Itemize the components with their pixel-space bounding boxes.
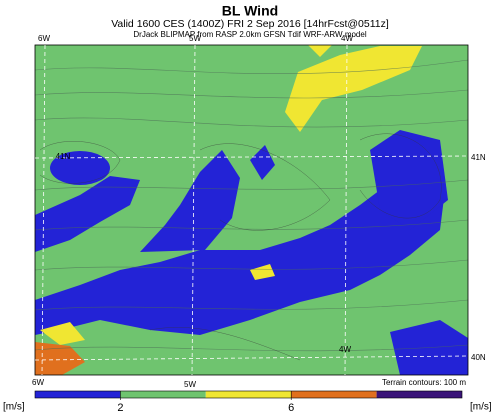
meridian bbox=[191, 44, 196, 376]
meridian bbox=[41, 44, 46, 376]
axis-label: 40N bbox=[471, 353, 486, 362]
wind-region bbox=[35, 140, 445, 335]
axis-label: 5W bbox=[184, 380, 196, 389]
contour-note: Terrain contours: 100 m bbox=[382, 378, 466, 387]
unit-label: [m/s] bbox=[3, 402, 25, 413]
axis-label: 5W bbox=[189, 34, 201, 43]
subtitle: Valid 1600 CES (1400Z) FRI 2 Sep 2016 [1… bbox=[111, 18, 389, 30]
meridian bbox=[344, 44, 348, 376]
colorbar-band bbox=[35, 391, 121, 398]
colorbar-band bbox=[205, 391, 292, 398]
wind-region bbox=[35, 176, 140, 252]
parallel bbox=[34, 155, 469, 159]
wind-region bbox=[250, 264, 275, 280]
wind-region bbox=[35, 342, 85, 375]
wind-region bbox=[308, 45, 332, 57]
colorbar-tick-label: 2 bbox=[117, 402, 123, 414]
wind-region bbox=[285, 46, 422, 132]
terrain-contours bbox=[39, 133, 442, 361]
title: BL Wind bbox=[222, 3, 278, 19]
axis-label: 6W bbox=[32, 378, 44, 387]
wind-region bbox=[250, 145, 275, 180]
unit-label: [m/s] bbox=[470, 402, 492, 413]
wind-region bbox=[40, 322, 85, 345]
colorbar-band bbox=[291, 391, 377, 398]
wind-region bbox=[50, 151, 110, 185]
axis-label: 6W bbox=[38, 34, 50, 43]
colorbar-band bbox=[120, 391, 206, 398]
streamlines bbox=[34, 59, 469, 352]
inner-label: 41N bbox=[56, 152, 71, 161]
map-area bbox=[34, 44, 469, 376]
wind-region bbox=[140, 150, 240, 252]
inner-label: 4W bbox=[339, 345, 351, 354]
colorbar-frame bbox=[34, 390, 463, 399]
parallel bbox=[34, 355, 469, 361]
colorbar-band bbox=[376, 391, 462, 398]
credit: DrJack BLIPMAP from RASP 2.0km GFSN Tdif… bbox=[133, 30, 366, 39]
wind-region bbox=[370, 130, 448, 230]
map-frame bbox=[34, 44, 469, 376]
colorbar-tick-label: 6 bbox=[288, 402, 294, 414]
axis-label: 4W bbox=[341, 34, 353, 43]
axis-label: 41N bbox=[471, 153, 486, 162]
